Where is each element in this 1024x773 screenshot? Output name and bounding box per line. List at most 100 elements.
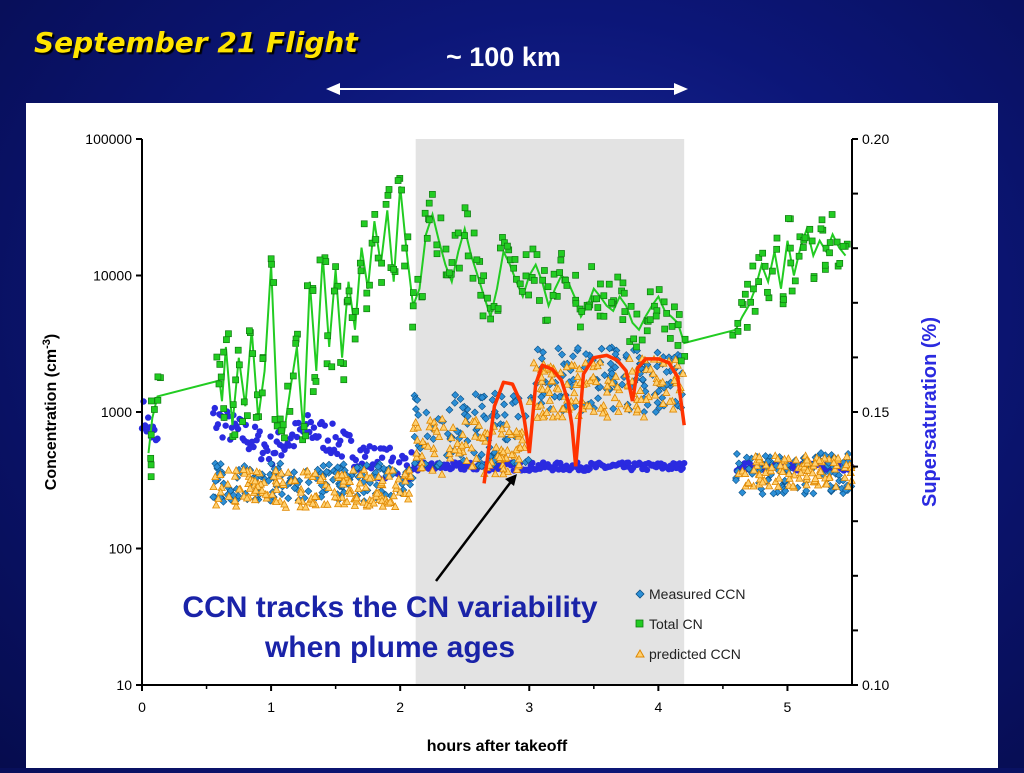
measured-ccn-point bbox=[600, 371, 609, 380]
total-cn-point bbox=[363, 289, 371, 297]
measured-ccn-point bbox=[450, 398, 459, 407]
measured-ccn-point bbox=[477, 450, 486, 459]
total-cn-point bbox=[286, 408, 294, 415]
total-cn-point bbox=[433, 250, 441, 258]
total-cn-point bbox=[511, 256, 519, 263]
measured-ccn-point bbox=[412, 405, 420, 414]
predicted-ccn-point bbox=[507, 450, 517, 458]
predicted-ccn-point bbox=[412, 452, 421, 461]
predicted-ccn-point bbox=[796, 468, 806, 477]
predicted-ccn-point bbox=[372, 488, 382, 497]
predicted-ccn-point bbox=[767, 462, 776, 471]
legend: Measured CCN Total CN predicted CCN bbox=[635, 586, 745, 662]
total-cn-point bbox=[345, 287, 353, 295]
predicted-ccn-point bbox=[495, 453, 504, 461]
total-cn-point bbox=[681, 335, 689, 343]
predicted-ccn-point bbox=[425, 422, 434, 431]
predicted-ccn-point bbox=[417, 463, 427, 471]
measured-ccn-point bbox=[533, 345, 542, 354]
predicted-ccn-point bbox=[545, 388, 554, 396]
supersaturation-point bbox=[332, 433, 339, 441]
y-tick-label: 100000 bbox=[85, 131, 132, 147]
total-cn-point bbox=[232, 376, 239, 384]
predicted-ccn-point bbox=[342, 497, 352, 506]
callout-line-2: when plume ages bbox=[264, 631, 516, 664]
predicted-ccn-point bbox=[815, 455, 824, 464]
predicted-ccn-point bbox=[239, 465, 248, 473]
predicted-ccn-point bbox=[553, 411, 562, 420]
total-cn-point bbox=[464, 210, 471, 218]
predicted-ccn-point bbox=[589, 372, 598, 381]
total-cn-point bbox=[734, 328, 742, 335]
total-cn-point bbox=[302, 432, 309, 440]
predicted-ccn-point bbox=[481, 436, 490, 445]
axes: 10 100 1000 10000 100000 0.10 0.15 0.20 0 1 2 3 4 5 ho… bbox=[41, 131, 941, 755]
total-cn-point bbox=[549, 291, 557, 299]
measured-ccn-point bbox=[267, 459, 276, 468]
predicted-ccn-point bbox=[448, 423, 458, 431]
total-cn-point bbox=[765, 294, 773, 302]
predicted-ccn-point bbox=[345, 488, 354, 497]
predicted-ccn-point bbox=[369, 498, 378, 507]
total-cn-point bbox=[588, 263, 595, 270]
callout-line-1: CCN tracks the CN variability bbox=[182, 591, 598, 624]
chart-panel: 10 100 1000 10000 100000 0.10 0.15 0.20 0 1 2 3 4 5 ho… bbox=[26, 103, 998, 768]
predicted-ccn-point bbox=[570, 388, 579, 397]
predicted-ccn-point bbox=[467, 461, 477, 470]
total-cn-point bbox=[235, 361, 243, 369]
measured-ccn-point bbox=[662, 367, 671, 376]
total-cn-point bbox=[787, 244, 794, 252]
measured-ccn-point bbox=[742, 453, 751, 462]
predicted-ccn-point bbox=[755, 452, 764, 461]
supersaturation-point bbox=[321, 422, 328, 429]
total-cn-point bbox=[541, 267, 548, 274]
total-cn-point bbox=[627, 302, 635, 310]
predicted-ccn-point bbox=[573, 372, 582, 381]
total-cn-point bbox=[734, 319, 742, 327]
predicted-ccn-point bbox=[211, 500, 221, 509]
measured-ccn-point bbox=[379, 464, 388, 473]
total-cn-point bbox=[421, 209, 429, 217]
predicted-ccn-point bbox=[678, 369, 688, 377]
total-cn-point bbox=[759, 249, 767, 257]
predicted-ccn-point bbox=[224, 465, 233, 474]
total-cn-point bbox=[563, 282, 571, 289]
predicted-ccn-point bbox=[628, 366, 637, 375]
total-cn-point bbox=[550, 270, 558, 278]
predicted-ccn-point bbox=[497, 429, 506, 438]
total-cn-point bbox=[817, 225, 825, 233]
supersaturation-point bbox=[315, 433, 322, 440]
measured-ccn-point bbox=[456, 395, 465, 403]
predicted-ccn-point bbox=[389, 491, 398, 500]
predicted-ccn-point bbox=[840, 473, 850, 481]
legend-predicted-ccn: predicted CCN bbox=[649, 646, 741, 662]
total-cn-point bbox=[344, 296, 352, 304]
predicted-ccn-point bbox=[842, 452, 852, 460]
predicted-ccn-point bbox=[571, 396, 581, 405]
total-cn-point bbox=[324, 332, 332, 340]
supersaturation-point bbox=[264, 447, 271, 454]
predicted-ccn-point bbox=[356, 470, 365, 479]
predicted-ccn-point bbox=[394, 474, 403, 483]
measured-ccn-point bbox=[769, 489, 778, 498]
total-cn-point bbox=[729, 331, 737, 339]
predicted-ccn-point bbox=[810, 458, 820, 467]
predicted-ccn-point bbox=[554, 384, 563, 393]
predicted-ccn-point bbox=[426, 415, 435, 424]
measured-ccn-point bbox=[605, 344, 614, 353]
measured-ccn-point bbox=[802, 486, 811, 495]
total-cn-point bbox=[668, 323, 676, 330]
total-cn-point bbox=[309, 287, 317, 294]
total-cn-point bbox=[461, 204, 469, 212]
measured-ccn-point bbox=[622, 351, 631, 359]
total-cn-point bbox=[268, 260, 275, 268]
supersaturation-point bbox=[144, 414, 152, 421]
measured-ccn-point bbox=[362, 461, 371, 470]
measured-ccn-point bbox=[445, 405, 454, 414]
callout-arrow-head bbox=[505, 474, 517, 486]
total-cn-point bbox=[620, 289, 628, 297]
predicted-ccn-point bbox=[271, 466, 280, 474]
measured-ccn-point bbox=[539, 348, 547, 357]
predicted-ccn-point bbox=[384, 471, 394, 480]
total-cn-point bbox=[356, 259, 364, 267]
